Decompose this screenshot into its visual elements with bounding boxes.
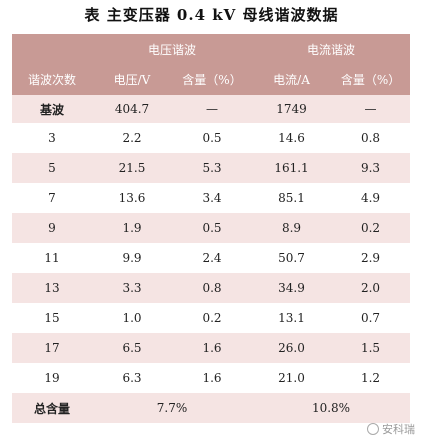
cell-order: 11 xyxy=(12,243,92,273)
cell-current: 85.1 xyxy=(252,183,332,213)
table-row: 15 1.0 0.2 13.1 0.7 xyxy=(12,303,411,333)
cell-current: 13.1 xyxy=(252,303,332,333)
voltage-total: 7.7% xyxy=(92,393,253,423)
current-total: 10.8% xyxy=(252,393,411,423)
cell-current: 34.9 xyxy=(252,273,332,303)
cell-order: 5 xyxy=(12,153,92,183)
cell-voltage: 21.5 xyxy=(92,153,172,183)
table-row: 13 3.3 0.8 34.9 2.0 xyxy=(12,273,411,303)
cell-voltage: 6.3 xyxy=(92,363,172,393)
cell-current-pct: 2.0 xyxy=(331,273,411,303)
cell-current-pct: 0.8 xyxy=(331,123,411,153)
cell-current-pct: 4.9 xyxy=(331,183,411,213)
cell-voltage: 2.2 xyxy=(92,123,172,153)
cell-current-pct: 1.5 xyxy=(331,333,411,363)
total-row: 总含量 7.7% 10.8% xyxy=(12,393,411,423)
table-row: 基波 404.7 — 1749 — xyxy=(12,95,411,123)
cell-current-pct: 2.9 xyxy=(331,243,411,273)
cell-voltage-pct: 1.6 xyxy=(172,333,253,363)
watermark-logo-icon xyxy=(367,423,379,435)
cell-voltage: 3.3 xyxy=(92,273,172,303)
cell-voltage: 13.6 xyxy=(92,183,172,213)
header-current-harmonic: 电流谐波 xyxy=(252,34,411,64)
cell-current-pct: 0.7 xyxy=(331,303,411,333)
cell-voltage-pct: 0.5 xyxy=(172,213,253,243)
table-row: 17 6.5 1.6 26.0 1.5 xyxy=(12,333,411,363)
cell-voltage-pct: 0.5 xyxy=(172,123,253,153)
table-row: 3 2.2 0.5 14.6 0.8 xyxy=(12,123,411,153)
cell-voltage-pct: 5.3 xyxy=(172,153,253,183)
cell-voltage: 9.9 xyxy=(92,243,172,273)
table-title: 表 主变压器 0.4 kV 母线谐波数据 xyxy=(84,6,339,24)
cell-voltage: 404.7 xyxy=(92,95,172,123)
cell-current-pct: 0.2 xyxy=(331,213,411,243)
cell-voltage-pct: — xyxy=(172,95,253,123)
cell-order: 基波 xyxy=(12,95,92,123)
cell-current-pct: — xyxy=(331,95,411,123)
col-voltage-content: 含量（%） xyxy=(172,64,253,95)
watermark: 安科瑞 xyxy=(367,421,415,437)
cell-current-pct: 9.3 xyxy=(331,153,411,183)
cell-voltage-pct: 0.2 xyxy=(172,303,253,333)
col-harmonic-order: 谐波次数 xyxy=(12,64,92,95)
cell-current: 8.9 xyxy=(252,213,332,243)
cell-current-pct: 1.2 xyxy=(331,363,411,393)
cell-order: 7 xyxy=(12,183,92,213)
cell-order: 13 xyxy=(12,273,92,303)
cell-current: 14.6 xyxy=(252,123,332,153)
cell-voltage-pct: 3.4 xyxy=(172,183,253,213)
col-current-content: 含量（%） xyxy=(331,64,411,95)
cell-current: 161.1 xyxy=(252,153,332,183)
cell-voltage-pct: 1.6 xyxy=(172,363,253,393)
cell-order: 9 xyxy=(12,213,92,243)
col-current: 电流/A xyxy=(252,64,332,95)
header-blank xyxy=(12,34,92,64)
cell-voltage-pct: 0.8 xyxy=(172,273,253,303)
harmonic-data-table: 电压谐波 电流谐波 谐波次数 电压/V 含量（%） 电流/A 含量（%） 基波 … xyxy=(12,34,411,423)
col-voltage: 电压/V xyxy=(92,64,172,95)
cell-voltage: 1.0 xyxy=(92,303,172,333)
total-label: 总含量 xyxy=(12,393,92,423)
table-row: 7 13.6 3.4 85.1 4.9 xyxy=(12,183,411,213)
table-row: 9 1.9 0.5 8.9 0.2 xyxy=(12,213,411,243)
cell-voltage-pct: 2.4 xyxy=(172,243,253,273)
cell-voltage: 6.5 xyxy=(92,333,172,363)
cell-order: 15 xyxy=(12,303,92,333)
cell-order: 19 xyxy=(12,363,92,393)
cell-current: 1749 xyxy=(252,95,332,123)
cell-current: 21.0 xyxy=(252,363,332,393)
header-voltage-harmonic: 电压谐波 xyxy=(92,34,253,64)
table-row: 11 9.9 2.4 50.7 2.9 xyxy=(12,243,411,273)
cell-order: 3 xyxy=(12,123,92,153)
cell-order: 17 xyxy=(12,333,92,363)
table-row: 5 21.5 5.3 161.1 9.3 xyxy=(12,153,411,183)
watermark-text: 安科瑞 xyxy=(382,423,415,436)
cell-current: 26.0 xyxy=(252,333,332,363)
table-row: 19 6.3 1.6 21.0 1.2 xyxy=(12,363,411,393)
cell-voltage: 1.9 xyxy=(92,213,172,243)
cell-current: 50.7 xyxy=(252,243,332,273)
